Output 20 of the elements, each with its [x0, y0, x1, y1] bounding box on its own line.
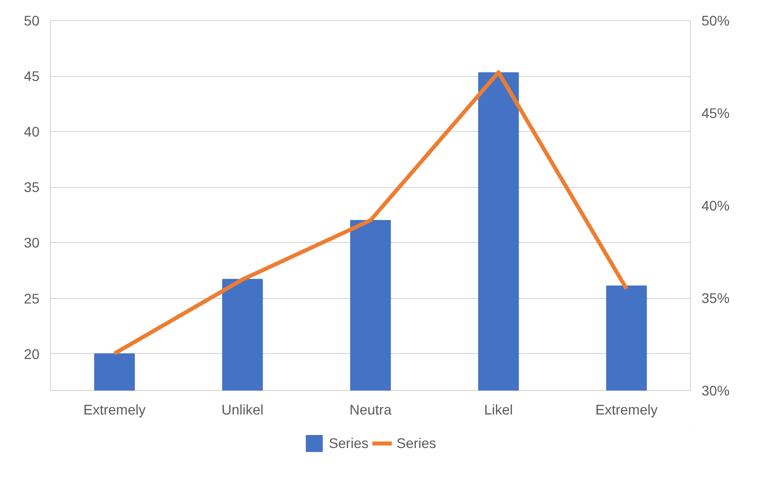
y-tick-label: 50 — [24, 12, 40, 28]
y2-tick-label: 35% — [702, 290, 730, 306]
y-tick-label: 25 — [24, 290, 40, 306]
x-tick-label: Unlikel — [221, 402, 264, 418]
legend-label: Series — [328, 434, 368, 450]
y2-tick-label: 40% — [702, 198, 730, 214]
y2-tick-label: 30% — [702, 382, 730, 398]
x-tick-label: Extremely — [83, 402, 146, 418]
legend-label: Series — [396, 434, 436, 450]
y-tick-label: 35 — [24, 179, 40, 196]
x-tick-label: Likel — [484, 402, 513, 418]
y-tick-label: 30 — [24, 234, 40, 251]
x-tick-label: Extremely — [595, 402, 658, 418]
x-tick-label: Neutra — [349, 402, 392, 418]
y-tick-label: 45 — [24, 68, 40, 84]
line-series — [112, 70, 628, 356]
y2-tick-label: 45% — [702, 105, 730, 121]
y-tick-label: 40 — [24, 124, 40, 140]
y-tick-label: 20 — [24, 346, 40, 362]
y2-tick-label: 50% — [702, 12, 730, 28]
